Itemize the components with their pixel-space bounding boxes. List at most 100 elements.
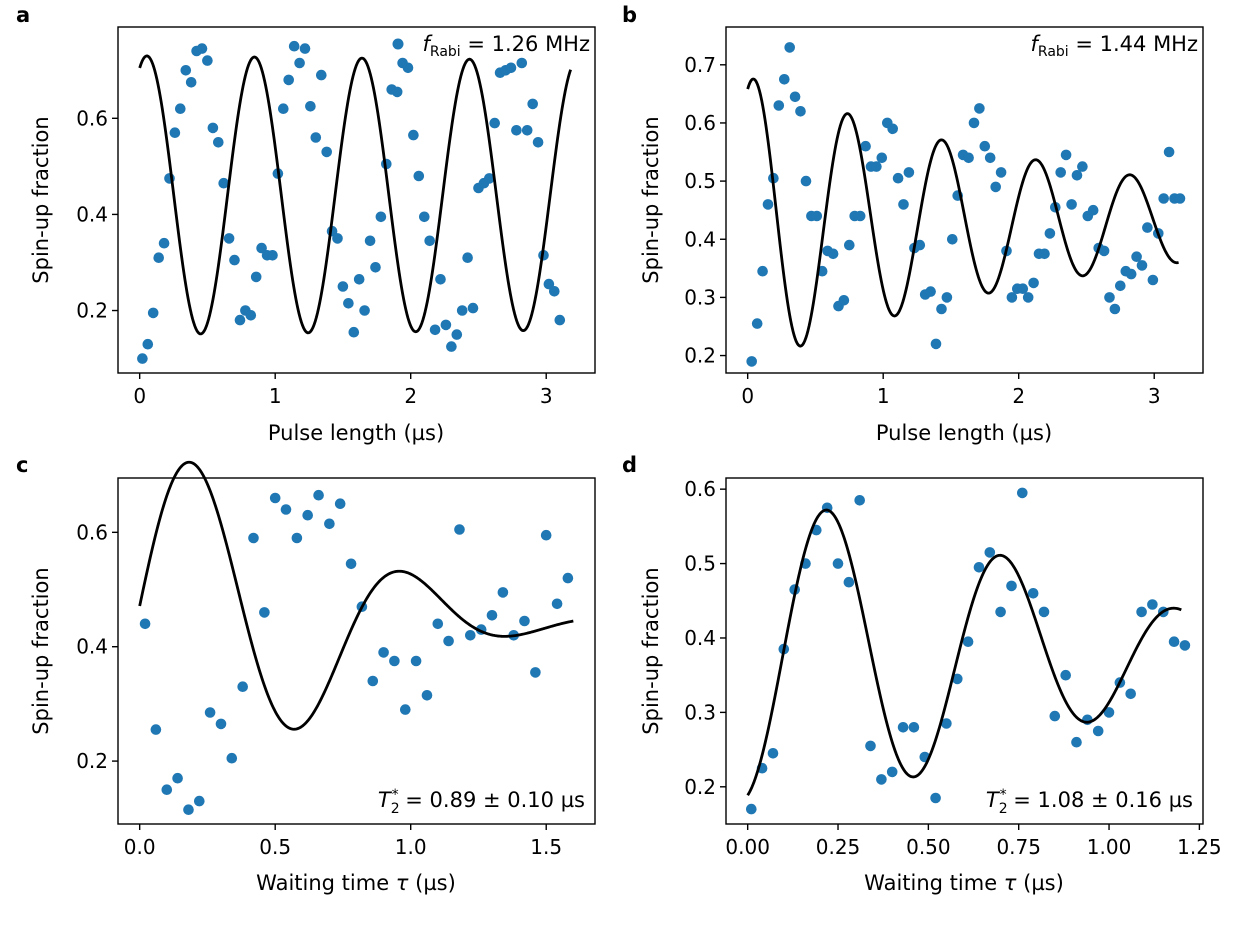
panel-a-data-point-35 [321,146,333,158]
panel-b-fit-line [746,77,1179,348]
panel-d-data-point-21 [962,636,974,647]
panel-b-data-point-9 [789,91,801,103]
panel-b-data-point-38 [947,234,958,245]
panel-a-data-point-14 [207,122,219,134]
panel-d: d 0.00 0.25 0.50 0.75 1.00 1.25 0.20.30.40.50… [622,453,1222,895]
panel-c-data-point-38 [540,529,552,541]
panel-c-fit-line [138,460,574,731]
panel-a-data-point-37 [332,233,343,244]
panel-c-annotation-text: T2* = 0.89 ± 0.10 µs [378,787,585,817]
panel-a-data-point-56 [435,274,446,285]
panel-a-data-point-28 [283,74,295,86]
panel-a-data-point-15 [213,137,224,148]
panel-b-data-point-61 [1071,170,1083,181]
panel-d-data-point-12 [865,740,876,752]
panel-c-data-point-9 [226,752,238,764]
panel-a-y-tick-label-1: 0.2 [76,299,108,323]
panel-letter-b: b [622,3,637,27]
panel-a-annotation-text: fRabi = 1.26 MHz [423,32,591,60]
panel-d-x-tick-label-4: 0.75 [996,835,1041,859]
panel-c-data-point-33 [486,610,498,621]
panel-a-data-point-41 [353,274,365,285]
panel-a-data-point-32 [305,101,316,112]
panel-c-plot-frame [117,477,596,825]
panel-c-data-point-30 [454,524,465,535]
panel-letter-c: c [16,453,28,477]
panel-a-data-point-40 [348,326,360,338]
panel-b-data-point-2 [751,318,763,329]
panel-d-data-point-3 [767,748,779,759]
panel-a-data-point-27 [278,103,289,114]
panel-b-data-point-11 [800,175,812,187]
panel-c-data-point-27 [421,690,433,701]
panel-b-annotation-symbol: f [1031,32,1042,56]
panel-d-data-point-28 [1038,606,1050,618]
panel-a-data-point-1 [137,353,148,364]
panel-c-y-ticks: 0.2 0.4 0.6 [76,520,118,773]
panel-c-data-point-2 [150,724,162,735]
panel-c-x-tick-label-2: 0.5 [259,835,291,859]
panel-a-data-point-18 [229,254,240,266]
panel-c-data-point-22 [367,675,379,687]
panel-c-data-point-19 [334,498,346,510]
panel-b-y-tick-label-2: 0.3 [684,285,716,309]
panel-d-x-label-prefix: Waiting time [864,871,1004,895]
panel-d-data-point-38 [1147,599,1158,610]
panel-a-data-point-77 [549,286,560,297]
panel-d-data-point-22 [973,562,985,573]
panel-d-x-tick-label-5: 1.00 [1087,835,1132,859]
panel-a-data-point-45 [375,211,387,223]
panel-b-data-point-64 [1087,204,1099,216]
panel-b-data-point-41 [963,152,974,164]
panel-a-data-point-53 [419,211,430,223]
panel-b-data-point-74 [1142,222,1153,233]
panel-b-y-tick-label-1: 0.2 [684,344,716,368]
panel-c-annotation-value: = 0.89 ± 0.10 µs [399,788,585,812]
panel-b-y-axis-label: Spin-up fraction [639,116,663,283]
panel-c-data-point-13 [269,492,281,504]
panel-b-data-point-68 [1109,303,1121,315]
panel-a-data-point-71 [516,57,528,69]
panel-b-plot-frame [725,26,1204,374]
panel-d-y-tick-label-3: 0.4 [684,626,716,650]
panel-d-data-point-41 [1179,640,1191,651]
panel-a-data-point-39 [343,298,354,309]
panel-a-data-point-62 [467,302,479,314]
panel-b-x-tick-label-2: 1 [877,384,890,408]
panel-c-x-label-symbol: τ [396,871,409,895]
panel-d-data-point-15 [897,722,909,733]
panel-a-data-point-54 [424,235,436,247]
panel-c-data-point-5 [183,804,194,815]
panel-b-data-point-51 [1017,283,1029,295]
panel-d-data-point-16 [908,722,920,733]
panel-c-data-point-23 [378,647,389,658]
panel-d-fit-line [746,508,1182,797]
panel-d-annotation-value: = 1.08 ± 0.16 µs [1007,788,1193,812]
panel-a-data-point-19 [234,314,246,326]
panel-d-x-tick-label-6: 1.25 [1177,835,1222,859]
panel-c-x-tick-label-1: 0.0 [124,835,156,859]
panel-a-y-ticks: 0.2 0.4 0.6 [76,106,118,323]
panel-b-data-point-30 [903,167,915,178]
panel-c-data-point-40 [562,572,574,584]
panel-b-data-point-6 [773,100,785,111]
panel-d-annotation: T2* = 1.08 ± 0.16 µs [986,787,1193,817]
panel-a-data-point-59 [451,329,463,340]
panel-d-data-point-23 [984,547,996,558]
panel-b-y-tick-label-6: 0.7 [684,53,716,77]
panel-d-points [746,487,1191,815]
panel-b-data-point-75 [1147,274,1159,286]
panel-a-annotation-subscript: Rabi [430,44,461,60]
panel-a-data-point-4 [153,252,164,263]
panel-b-data-point-60 [1066,199,1077,210]
panel-a-data-point-73 [527,98,538,110]
panel-d-annotation-superscript: * [1000,787,1007,803]
panel-c-data-point-20 [345,558,357,570]
panel-b-data-point-10 [795,106,806,117]
panel-b-data-point-62 [1077,161,1088,172]
panel-b-data-point-27 [887,123,898,135]
panel-d-annotation-text: T2* = 1.08 ± 0.16 µs [986,787,1193,817]
panel-d-x-label-suffix: (µs) [1016,871,1063,895]
panel-c-data-point-31 [465,630,476,641]
panel-b-data-point-45 [984,152,996,164]
